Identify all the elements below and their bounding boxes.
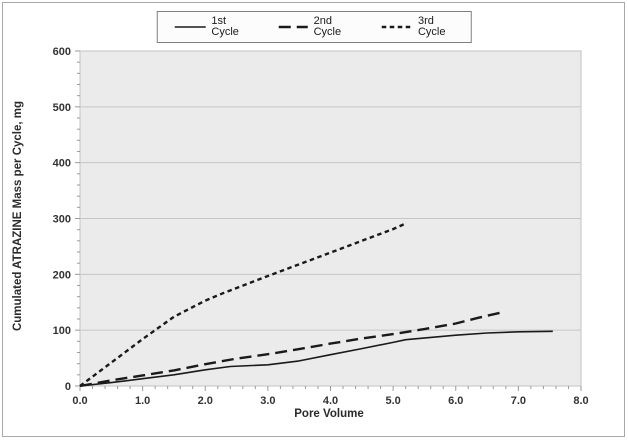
y-tick-label: 500 [53,102,71,114]
legend: 1st Cycle 2nd Cycle 3rd Cycle [156,11,472,43]
series-line-1st-cycle [79,330,553,387]
x-tick-label: 3.0 [260,395,275,407]
x-tick-label: 2.0 [198,395,213,407]
legend-line-swatch-1st-cycle [174,26,206,28]
series-line-3rd-cycle [79,222,407,387]
series-line-2nd-cycle [79,311,500,388]
legend-label-2nd-cycle: 2nd Cycle [313,15,342,38]
legend-item-3rd-cycle: 3rd Cycle [381,16,455,38]
legend-line-swatch-3rd-cycle [381,25,412,29]
x-tick-label: 1.0 [135,395,150,407]
y-axis-title: Cumulated ATRAZINE Mass per Cycle, mg [12,100,24,332]
x-tick-label: 8.0 [573,395,588,407]
y-tick-label: 0 [65,381,71,393]
x-axis-title: Pore Volume [294,408,364,420]
x-tick-label: 5.0 [385,395,400,407]
y-tick-label: 600 [53,46,71,58]
legend-label-1st-cycle: 1st Cycle [211,15,239,38]
legend-item-1st-cycle: 1st Cycle [174,16,248,38]
y-tick-label: 400 [53,158,71,170]
x-tick-label: 0.0 [72,395,87,407]
x-tick-label: 7.0 [511,395,526,407]
legend-item-2nd-cycle: 2nd Cycle [277,16,351,38]
y-tick-label: 100 [53,325,71,337]
legend-label-3rd-cycle: 3rd Cycle [417,15,446,38]
x-tick-label: 6.0 [448,395,463,407]
y-tick-label: 300 [53,214,71,226]
x-tick-label: 4.0 [323,395,338,407]
legend-line-swatch-2nd-cycle [278,25,308,29]
y-tick-label: 200 [53,269,71,281]
